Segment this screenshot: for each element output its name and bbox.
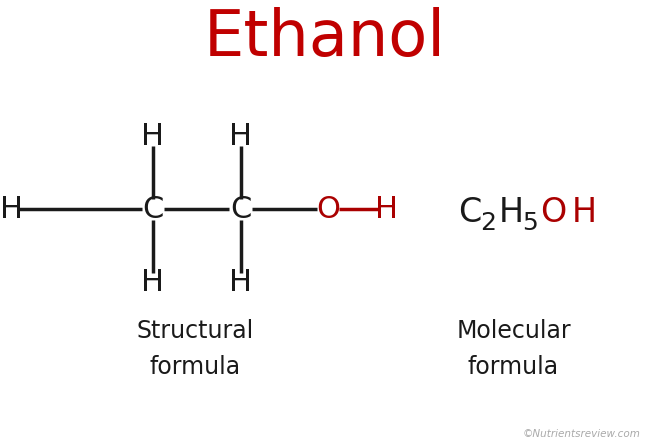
Text: H: H [0,195,23,224]
Text: C: C [142,195,163,224]
Text: H: H [571,196,596,229]
Text: Molecular
formula: Molecular formula [456,319,571,379]
Text: ©Nutrientsreview.com: ©Nutrientsreview.com [523,429,640,440]
Text: O: O [540,196,566,229]
Text: H: H [229,268,252,297]
Text: H: H [375,195,398,224]
Text: H: H [229,122,252,151]
Text: Structural
formula: Structural formula [136,319,254,379]
Text: C: C [230,195,251,224]
Text: H: H [141,268,164,297]
Text: O: O [317,195,340,224]
Text: 2: 2 [480,211,497,235]
Text: H: H [499,196,523,229]
Text: Ethanol: Ethanol [204,7,446,69]
Text: C: C [458,196,482,229]
Text: H: H [141,122,164,151]
Text: 5: 5 [522,211,538,235]
